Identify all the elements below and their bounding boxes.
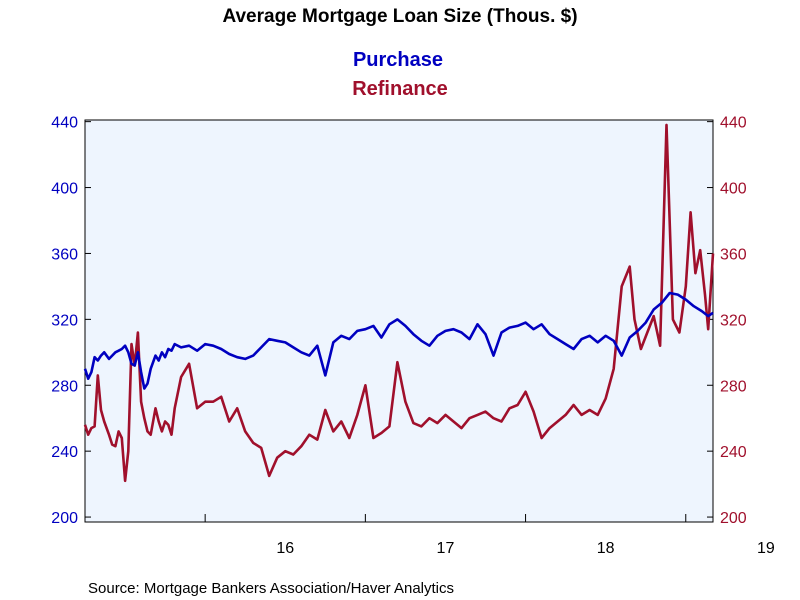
- right-tick-label: 240: [720, 444, 747, 461]
- source-note: Source: Mortgage Bankers Association/Hav…: [88, 580, 454, 597]
- left-tick-label: 440: [51, 115, 78, 132]
- x-axis: 16 17 18 19: [204, 514, 775, 557]
- legend-purchase: Purchase: [353, 49, 443, 71]
- chart-title: Average Mortgage Loan Size (Thous. $): [222, 6, 577, 27]
- right-axis: 200 240 280 320 360 400 440: [707, 115, 747, 527]
- x-tick-label: 16: [276, 540, 294, 557]
- x-tick-label: 17: [437, 540, 455, 557]
- right-tick-label: 360: [720, 246, 747, 263]
- right-tick-label: 440: [720, 115, 747, 132]
- left-tick-label: 200: [51, 510, 78, 527]
- left-axis: 200 240 280 320 360 400 440: [51, 115, 91, 527]
- x-tick-label: 19: [757, 540, 775, 557]
- right-tick-label: 400: [720, 181, 747, 198]
- left-tick-label: 280: [51, 378, 78, 395]
- left-tick-label: 400: [51, 181, 78, 198]
- left-tick-label: 240: [51, 444, 78, 461]
- right-tick-label: 320: [720, 312, 747, 329]
- x-tick-label: 18: [597, 540, 615, 557]
- right-tick-label: 200: [720, 510, 747, 527]
- purchase-line: [83, 291, 714, 390]
- left-tick-label: 360: [51, 246, 78, 263]
- right-tick-label: 280: [720, 378, 747, 395]
- left-tick-label: 320: [51, 312, 78, 329]
- legend-refinance: Refinance: [352, 78, 448, 100]
- series-layer: [83, 123, 715, 483]
